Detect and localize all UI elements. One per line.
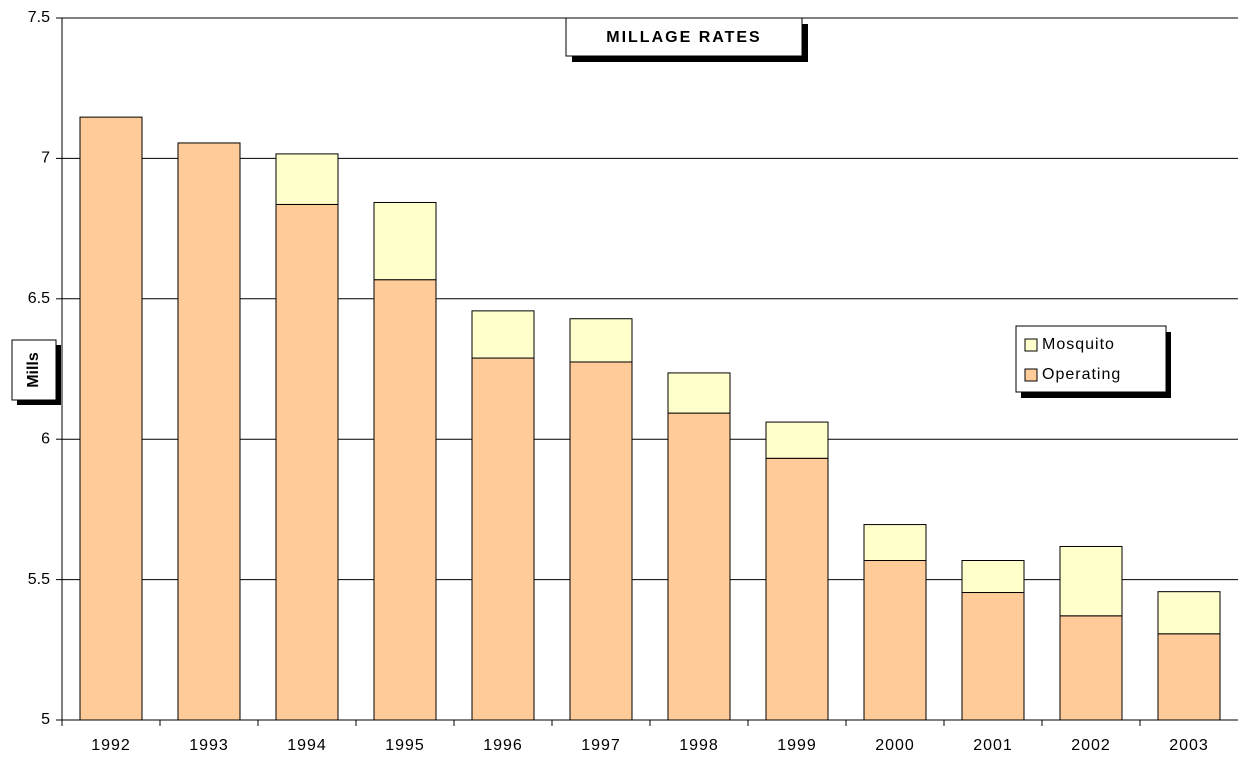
bar-segment [275, 203, 339, 721]
x-tick-label: 1995 [385, 737, 425, 754]
bar-segment [373, 279, 437, 721]
chart-title: MILLAGE RATES [606, 29, 761, 46]
y-axis-label: Mills [25, 352, 42, 388]
title-box [565, 17, 803, 57]
x-tick-label: 1993 [189, 737, 229, 754]
bar-segment [863, 524, 927, 562]
legend-label: Operating [1042, 366, 1121, 383]
y-tick-label: 7.5 [28, 9, 50, 26]
x-tick-label: 1999 [777, 737, 817, 754]
bar-segment [667, 412, 731, 721]
bar-segment [79, 116, 143, 721]
x-tick-label: 1996 [483, 737, 523, 754]
y-tick-label: 6 [41, 430, 50, 447]
bar-segment [569, 318, 633, 363]
bar-segment [471, 310, 535, 359]
y-tick-label: 6.5 [28, 290, 50, 307]
legend-swatch [1024, 338, 1038, 352]
bar-segment [961, 560, 1025, 594]
y-tick-label: 5 [41, 711, 50, 728]
x-tick-label: 1997 [581, 737, 621, 754]
x-tick-label: 2001 [973, 737, 1013, 754]
x-tick-label: 2002 [1071, 737, 1111, 754]
bar-segment [667, 372, 731, 414]
bar-segment [1059, 545, 1123, 617]
bar-segment [1157, 591, 1221, 635]
bar-segment [275, 153, 339, 205]
x-tick-label: 2000 [875, 737, 915, 754]
bar-segment [177, 142, 241, 721]
bar-segment [373, 201, 437, 281]
y-tick-label: 5.5 [28, 571, 50, 588]
x-tick-label: 1992 [91, 737, 131, 754]
legend-box [1015, 325, 1167, 393]
bar-segment [961, 592, 1025, 721]
bar-segment [569, 361, 633, 721]
bar-segment [765, 421, 829, 459]
bar-segment [471, 357, 535, 721]
bar-segment [765, 457, 829, 721]
y-tick-label: 7 [41, 150, 50, 167]
y-label-box [11, 339, 57, 401]
legend-label: Mosquito [1042, 336, 1115, 353]
legend-swatch [1024, 368, 1038, 382]
bar-segment [1059, 615, 1123, 721]
x-tick-label: 1998 [679, 737, 719, 754]
bar-segment [863, 560, 927, 721]
x-tick-label: 2003 [1169, 737, 1209, 754]
x-tick-label: 1994 [287, 737, 327, 754]
bar-segment [1157, 633, 1221, 721]
